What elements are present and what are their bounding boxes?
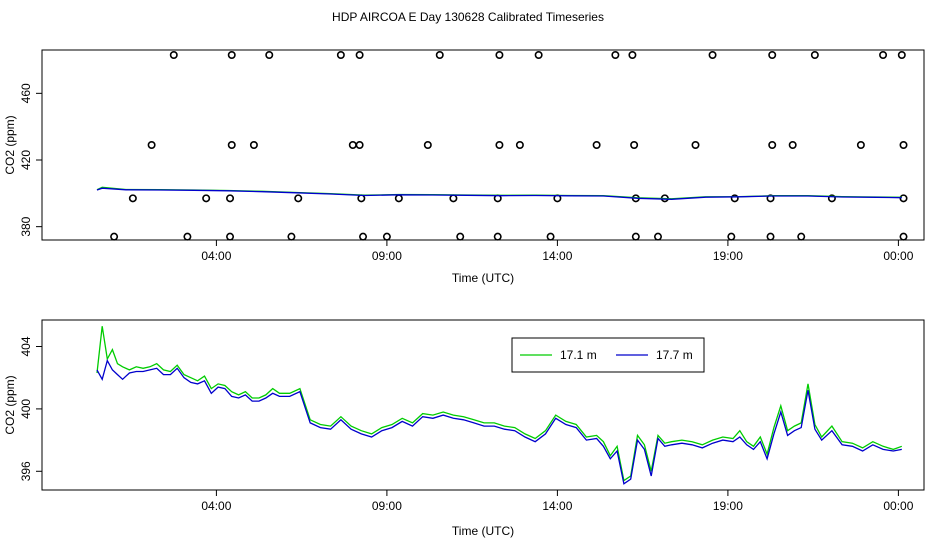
calibration-point bbox=[766, 232, 775, 241]
calibration-point bbox=[653, 232, 662, 241]
calibration-point bbox=[355, 141, 364, 150]
series-line bbox=[96, 187, 902, 200]
calibration-point bbox=[766, 194, 775, 203]
series-line bbox=[96, 326, 903, 482]
x-tick-label: 04:00 bbox=[201, 499, 231, 513]
y-axis-bottom: 396 400 404 bbox=[19, 336, 42, 481]
y-axis-label-bottom: CO2 (ppm) bbox=[3, 375, 17, 434]
x-tick-label: 14:00 bbox=[542, 499, 572, 513]
legend-label-17-7: 17.7 m bbox=[656, 348, 693, 362]
calibration-point bbox=[628, 50, 637, 59]
calibration-point bbox=[423, 141, 432, 150]
x-tick-label: 14:00 bbox=[542, 249, 572, 263]
calibration-point bbox=[546, 232, 555, 241]
calibration-point bbox=[227, 50, 236, 59]
x-axis-top: 04:00 09:00 14:00 19:00 00:00 bbox=[201, 240, 914, 263]
calibration-point bbox=[227, 141, 236, 150]
calibration-point bbox=[249, 141, 258, 150]
calibration-point bbox=[899, 141, 908, 150]
calibration-point bbox=[495, 141, 504, 150]
y-axis-top: 380 420 460 bbox=[19, 83, 42, 237]
calibration-point bbox=[355, 50, 364, 59]
calibration-point bbox=[183, 232, 192, 241]
calibration-point bbox=[768, 50, 777, 59]
y-tick-label: 380 bbox=[19, 216, 33, 236]
calibration-point bbox=[493, 232, 502, 241]
calibration-point bbox=[631, 232, 640, 241]
x-tick-label: 00:00 bbox=[883, 249, 913, 263]
calibration-point bbox=[456, 232, 465, 241]
plot-frame-top bbox=[41, 49, 925, 241]
calibration-point bbox=[128, 194, 137, 203]
y-tick-label: 460 bbox=[19, 83, 33, 103]
calibration-point bbox=[534, 50, 543, 59]
calibration-point bbox=[768, 141, 777, 150]
calibration-point bbox=[382, 232, 391, 241]
calibration-point bbox=[827, 194, 836, 203]
calibration-point bbox=[592, 141, 601, 150]
y-axis-label-top: CO2 (ppm) bbox=[3, 115, 17, 174]
calibration-point bbox=[226, 194, 235, 203]
calibration-point bbox=[691, 141, 700, 150]
calibration-point bbox=[630, 141, 639, 150]
calibration-point bbox=[899, 194, 908, 203]
calibration-point bbox=[147, 141, 156, 150]
y-tick-label: 420 bbox=[19, 150, 33, 170]
x-tick-label: 19:00 bbox=[713, 249, 743, 263]
calibration-point bbox=[899, 232, 908, 241]
x-tick-label: 09:00 bbox=[372, 249, 402, 263]
calibration-point bbox=[226, 232, 235, 241]
calibration-point bbox=[879, 50, 888, 59]
calibration-point bbox=[359, 232, 368, 241]
calibration-point bbox=[495, 50, 504, 59]
figure-title: HDP AIRCOA E Day 130628 Calibrated Times… bbox=[332, 10, 604, 24]
x-tick-label: 19:00 bbox=[713, 499, 743, 513]
calibration-point bbox=[287, 232, 296, 241]
calibration-point bbox=[110, 232, 119, 241]
series-line bbox=[96, 358, 902, 485]
calibration-point bbox=[515, 141, 524, 150]
calibration-point bbox=[897, 50, 906, 59]
y-tick-label: 396 bbox=[19, 461, 33, 481]
y-tick-label: 404 bbox=[19, 336, 33, 356]
calibration-point bbox=[611, 50, 620, 59]
x-tick-label: 04:00 bbox=[201, 249, 231, 263]
calibration-point bbox=[730, 194, 739, 203]
x-axis-bottom: 04:00 09:00 14:00 19:00 00:00 bbox=[201, 490, 914, 513]
series-lines-top bbox=[96, 186, 902, 200]
legend: 17.1 m 17.7 m bbox=[511, 337, 705, 373]
calibration-point bbox=[810, 50, 819, 59]
calibration-point bbox=[169, 50, 178, 59]
x-axis-label-top: Time (UTC) bbox=[452, 271, 514, 285]
calibration-point bbox=[856, 141, 865, 150]
calibration-point bbox=[336, 50, 345, 59]
y-tick-label: 400 bbox=[19, 399, 33, 419]
calibration-point bbox=[435, 50, 444, 59]
series-lines-bottom bbox=[96, 326, 903, 485]
x-tick-label: 00:00 bbox=[883, 499, 913, 513]
calibration-point bbox=[294, 194, 303, 203]
calibration-point bbox=[708, 50, 717, 59]
calibration-point bbox=[265, 50, 274, 59]
plot-frame-bottom bbox=[41, 319, 925, 491]
x-axis-label-bottom: Time (UTC) bbox=[452, 524, 514, 538]
calibration-point bbox=[727, 232, 736, 241]
legend-label-17-1: 17.1 m bbox=[560, 348, 597, 362]
calibration-point bbox=[788, 141, 797, 150]
x-tick-label: 09:00 bbox=[372, 499, 402, 513]
calibration-point bbox=[797, 232, 806, 241]
calibration-point bbox=[202, 194, 211, 203]
